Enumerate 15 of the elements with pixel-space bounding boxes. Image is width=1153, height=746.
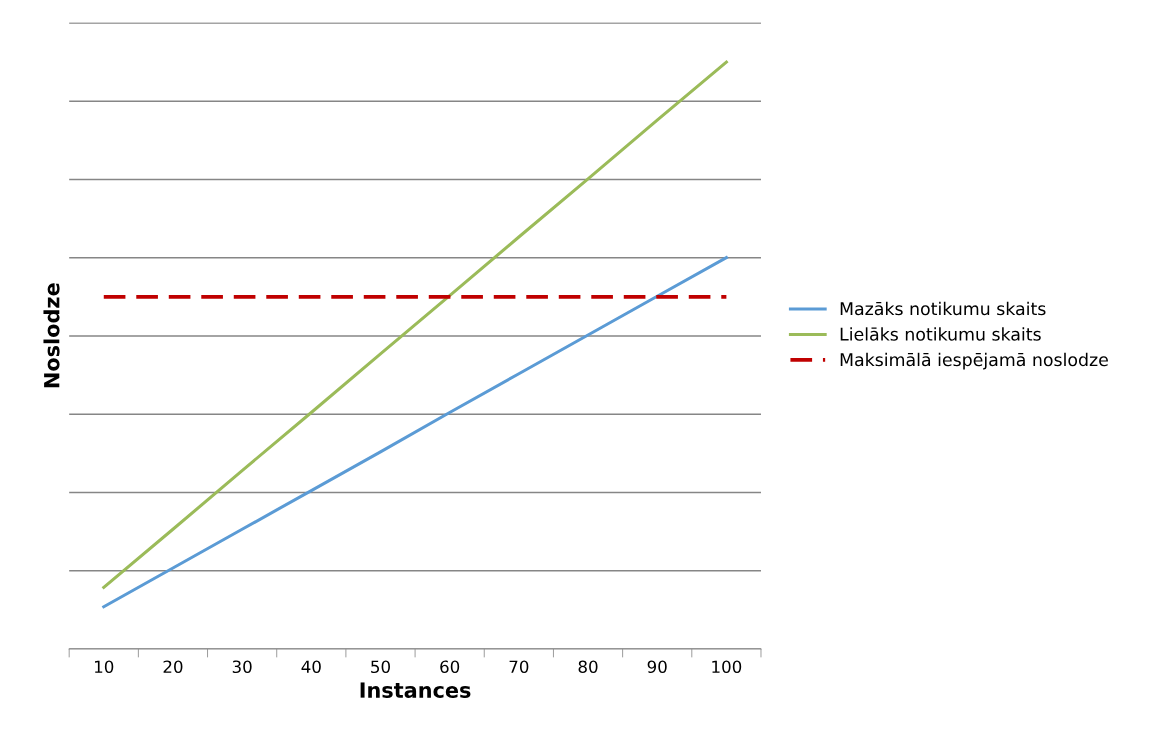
x-tick-label: 60 [440, 660, 460, 674]
x-tick-label: 90 [647, 660, 667, 674]
x-axis-title: Instances [360, 682, 471, 698]
x-tick-label: 40 [301, 660, 321, 674]
x-tick-label: 10 [95, 660, 114, 674]
legend-label: Maksimālā iespējamā noslodze [840, 352, 1108, 370]
x-tick-label: 70 [509, 660, 529, 674]
legend-label: Mazāks notikumu skaits [840, 301, 1046, 316]
x-tick-label: 100 [712, 660, 742, 674]
y-axis-title: Noslodze [43, 283, 60, 388]
x-tick-label: 30 [232, 660, 252, 674]
legend-label: Lielāks notikumu skaits [840, 327, 1041, 341]
x-tick-label: 20 [163, 660, 183, 674]
x-tick-label: 50 [371, 660, 390, 674]
x-tick-label: 80 [578, 660, 598, 674]
